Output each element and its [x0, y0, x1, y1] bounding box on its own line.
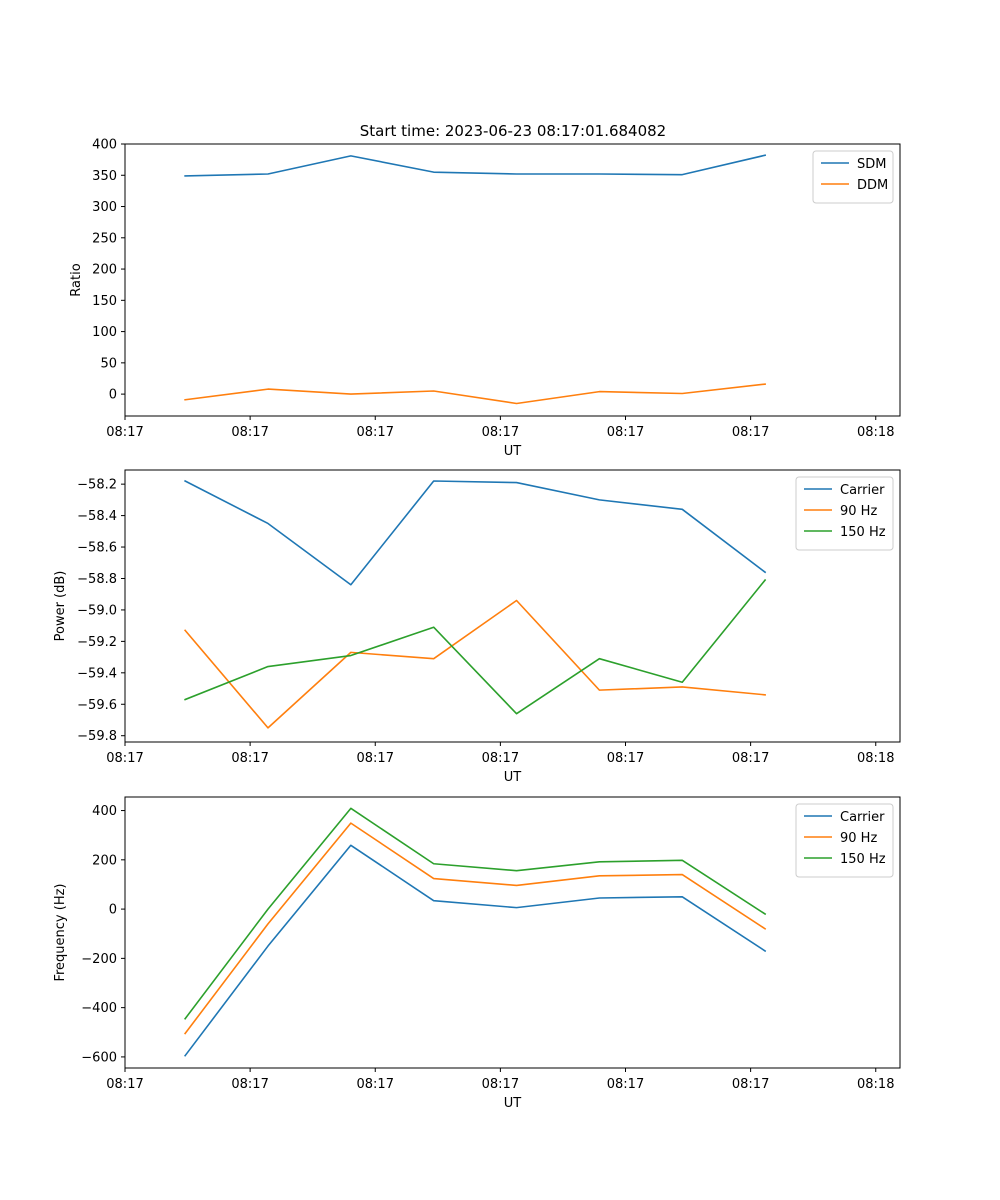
x-tick-label: 08:17 — [231, 425, 268, 440]
y-tick-label: −58.6 — [77, 541, 117, 556]
y-tick-label: 100 — [92, 325, 117, 340]
legend-label: DDM — [857, 178, 888, 193]
y-tick-label: 250 — [92, 231, 117, 246]
legend-box — [812, 150, 894, 204]
x-tick-label: 08:17 — [482, 425, 519, 440]
y-tick-label: 400 — [92, 138, 117, 153]
y-tick-label: 0 — [109, 388, 117, 403]
legend: Carrier 90 Hz 150 Hz — [795, 803, 894, 878]
y-tick-label: −59.2 — [77, 635, 117, 650]
y-tick-label: −600 — [81, 1050, 117, 1065]
x-tick-label: 08:17 — [732, 751, 769, 766]
chart-panel-3: 08:17 08:17 08:17 08:17 08:17 08:17 08:18 −600 −… — [53, 796, 901, 1111]
legend-label: 150 Hz — [840, 525, 886, 540]
x-tick-label: 08:17 — [357, 425, 394, 440]
chart-panel-2: 08:17 08:17 08:17 08:17 08:17 08:17 08:18 −59.8… — [53, 469, 901, 785]
x-tick-label: 08:17 — [607, 1077, 644, 1092]
x-tick-label: 08:17 — [607, 751, 644, 766]
y-tick-label: 200 — [92, 263, 117, 278]
x-tick-label: 08:17 — [357, 1077, 394, 1092]
series-line-carrier — [184, 479, 767, 586]
series-line-90-hz — [183, 822, 767, 1035]
series-line-90-hz — [183, 599, 766, 729]
x-axis-label: UT — [504, 444, 522, 459]
x-tick-label: 08:17 — [106, 425, 143, 440]
x-tick-label: 08:17 — [482, 1077, 519, 1092]
x-tick-label: 08:17 — [106, 1077, 143, 1092]
series-line-150-hz — [183, 807, 767, 1020]
axes-frame — [124, 796, 901, 1069]
figure-title: Start time: 2023-06-23 08:17:01.684082 — [360, 122, 666, 140]
legend-label: Carrier — [840, 810, 885, 825]
y-tick-label: −200 — [81, 952, 117, 967]
x-tick-label: 08:17 — [607, 425, 644, 440]
y-tick-label: 50 — [100, 356, 117, 371]
y-tick-label: −59.4 — [77, 666, 117, 681]
x-axis-label: UT — [504, 770, 522, 785]
y-tick-label: 150 — [92, 294, 117, 309]
x-tick-label: 08:17 — [482, 751, 519, 766]
y-tick-label: 400 — [92, 804, 117, 819]
x-tick-label: 08:18 — [857, 1077, 894, 1092]
y-tick-label: −59.0 — [77, 603, 117, 618]
axes-frame — [124, 469, 901, 743]
x-tick-label: 08:18 — [857, 751, 894, 766]
legend-label: 90 Hz — [840, 504, 877, 519]
x-axis-label: UT — [504, 1096, 522, 1111]
legend-label: 90 Hz — [840, 831, 877, 846]
series-line-carrier — [183, 844, 767, 1057]
y-axis-label: Frequency (Hz) — [53, 883, 68, 981]
x-tick-label: 08:17 — [231, 1077, 268, 1092]
x-tick-label: 08:17 — [231, 751, 268, 766]
legend: Carrier 90 Hz 150 Hz — [795, 476, 894, 551]
x-tick-label: 08:17 — [732, 1077, 769, 1092]
y-tick-label: 0 — [109, 903, 117, 918]
series-line-ddm — [184, 383, 766, 405]
y-tick-label: −58.4 — [77, 509, 117, 524]
legend: SDM DDM — [812, 150, 894, 204]
series-line-sdm — [184, 154, 767, 177]
chart-panel-1: 08:17 08:17 08:17 08:17 08:17 08:17 08:18 0 50 10… — [69, 138, 901, 459]
y-tick-label: −400 — [81, 1001, 117, 1016]
x-tick-label: 08:17 — [732, 425, 769, 440]
y-axis-label: Ratio — [69, 263, 84, 296]
y-tick-label: −58.8 — [77, 572, 117, 587]
axes-frame — [124, 143, 901, 417]
x-tick-label: 08:17 — [106, 751, 143, 766]
y-tick-label: −59.8 — [77, 729, 117, 744]
y-tick-label: 200 — [92, 853, 117, 868]
x-tick-label: 08:17 — [357, 751, 394, 766]
y-tick-label: −58.2 — [77, 478, 117, 493]
y-tick-label: 350 — [92, 169, 117, 184]
x-tick-label: 08:18 — [857, 425, 894, 440]
legend-label: Carrier — [840, 483, 885, 498]
series-line-150-hz — [184, 578, 767, 715]
legend-label: 150 Hz — [840, 852, 886, 867]
y-tick-label: 300 — [92, 200, 117, 215]
legend-label: SDM — [857, 157, 886, 172]
y-axis-label: Power (dB) — [53, 571, 68, 642]
y-tick-label: −59.6 — [77, 698, 117, 713]
panels: 08:17 08:17 08:17 08:17 08:17 08:17 08:18 0 50 10… — [53, 138, 901, 1111]
